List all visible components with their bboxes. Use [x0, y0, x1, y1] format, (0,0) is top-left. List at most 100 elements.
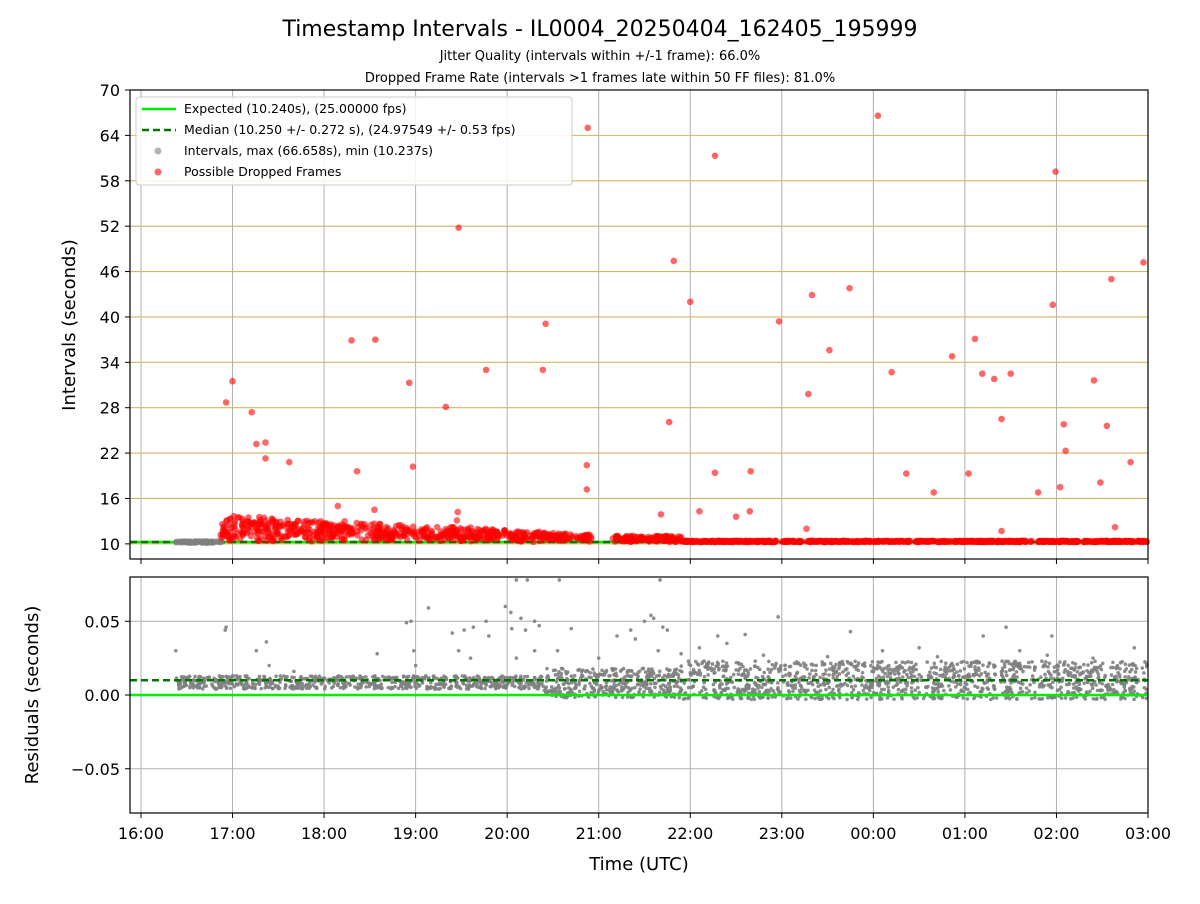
residual-point [956, 663, 960, 667]
residual-point [1037, 697, 1041, 701]
residual-point [1056, 668, 1060, 672]
dropped-band-point [760, 538, 767, 545]
residual-point [1123, 689, 1127, 693]
residual-point [489, 685, 493, 689]
dropped-band-point [1111, 538, 1118, 545]
residual-point [1013, 660, 1017, 664]
residual-point [715, 696, 719, 700]
residual-point [845, 698, 849, 702]
dropped-band-point [494, 536, 501, 543]
residual-point [757, 690, 761, 694]
dropped-band-point [409, 531, 416, 538]
residual-point [1046, 696, 1050, 700]
residual-point [331, 685, 335, 689]
residual-point [1053, 670, 1057, 674]
residual-point [992, 684, 996, 688]
residual-point [543, 689, 547, 693]
dropped-point-55 [1057, 484, 1064, 491]
residual-point [729, 696, 733, 700]
legend-median-label: Median (10.250 +/- 0.272 s), (24.97549 +… [184, 122, 515, 137]
dropped-band-point [445, 535, 452, 542]
residual-point [1103, 698, 1107, 702]
residual-point [758, 668, 762, 672]
residual-point [339, 675, 343, 679]
residual-point [280, 677, 284, 681]
residual-point [1057, 673, 1061, 677]
dropped-point-43 [930, 489, 937, 496]
x-tick-label-10: 02:00 [1033, 824, 1079, 843]
residual-point [876, 660, 880, 664]
residual-outlier-53 [1050, 634, 1054, 638]
residual-point [591, 667, 595, 671]
residual-point [767, 660, 771, 664]
residual-point [1030, 660, 1034, 664]
dropped-point-59 [1097, 479, 1104, 486]
residual-point [773, 666, 777, 670]
residual-point [637, 682, 641, 686]
residual-outlier-60 [762, 653, 766, 657]
residual-outlier-57 [469, 656, 473, 660]
dropped-point-33 [747, 468, 754, 475]
residual-point [791, 690, 795, 694]
residual-point [1058, 660, 1062, 664]
residual-point [886, 668, 890, 672]
residual-point [567, 686, 571, 690]
residual-point [319, 682, 323, 686]
dropped-point-23 [584, 125, 591, 132]
residual-point [683, 681, 687, 685]
residual-point [1094, 683, 1098, 687]
interval-point [179, 538, 185, 544]
residual-point [246, 686, 250, 690]
residual-point [630, 696, 634, 700]
residual-point [783, 668, 787, 672]
residual-point [887, 671, 891, 675]
dropped-point-48 [991, 376, 998, 383]
residual-point [866, 686, 870, 690]
residual-point [872, 670, 876, 674]
residual-point [1118, 673, 1122, 677]
residual-point [741, 665, 745, 669]
residual-point [1091, 697, 1095, 701]
residual-point [442, 681, 446, 685]
residual-point [264, 681, 268, 685]
residual-point [1030, 697, 1034, 701]
residual-point [931, 690, 935, 694]
residual-point [993, 673, 997, 677]
residual-outlier-14 [450, 631, 454, 635]
residual-point [796, 671, 800, 675]
dropped-point-56 [1060, 421, 1067, 428]
residual-point [1041, 697, 1045, 701]
residual-point [182, 685, 186, 689]
residual-point [700, 689, 704, 693]
dropped-point-20 [542, 320, 549, 327]
residual-point [617, 683, 621, 687]
residual-point [1063, 660, 1067, 664]
residual-point [1067, 682, 1071, 686]
residual-point [965, 683, 969, 687]
residual-point [983, 681, 987, 685]
residual-point [269, 682, 273, 686]
residual-point [972, 674, 976, 678]
dropped-point-5 [262, 455, 269, 462]
residual-point [869, 696, 873, 700]
residual-point [559, 672, 563, 676]
dropped-band-point [657, 533, 664, 540]
residual-outlier-35 [643, 619, 647, 623]
residual-point [887, 689, 891, 693]
dropped-band-point [292, 522, 299, 529]
residual-point [757, 684, 761, 688]
residual-outlier-54 [1132, 646, 1136, 650]
residual-point [753, 697, 757, 701]
residual-point [985, 674, 989, 678]
residual-point [1096, 689, 1100, 693]
dropped-band-point [427, 532, 434, 539]
residual-outlier-38 [656, 649, 660, 653]
residual-point [353, 685, 357, 689]
interval-point [194, 539, 200, 545]
dropped-band-point [353, 520, 360, 527]
residual-outlier-52 [1018, 649, 1022, 653]
dropped-band-point [509, 537, 516, 544]
residual-point [610, 667, 614, 671]
dropped-band-point [1021, 538, 1028, 545]
residual-point [425, 687, 429, 691]
